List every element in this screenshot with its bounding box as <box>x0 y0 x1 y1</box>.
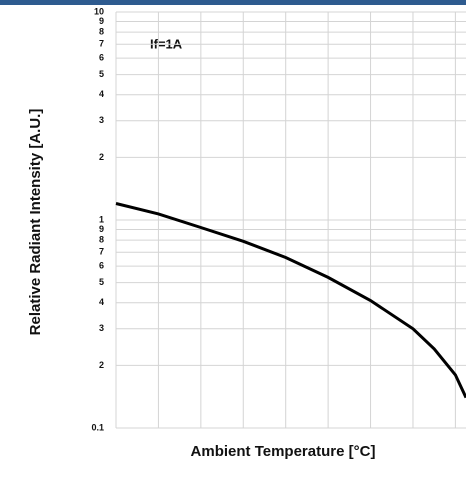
y-tick-label: 7 <box>99 247 104 257</box>
y-tick-label: 0.1 <box>91 422 104 432</box>
plot-area <box>115 11 466 429</box>
y-tick-label: 6 <box>99 261 104 271</box>
y-tick-label: 5 <box>99 69 104 79</box>
y-tick-label: 10 <box>94 6 104 16</box>
y-tick-label: 9 <box>99 224 104 234</box>
y-tick-label: 2 <box>99 152 104 162</box>
y-tick-label: 3 <box>99 115 104 125</box>
y-tick-label: 1 <box>99 214 104 224</box>
y-tick-label: 4 <box>99 297 104 307</box>
data-line <box>115 202 466 399</box>
y-axis-label: Relative Radiant Intensity [A.U.] <box>27 109 44 336</box>
x-axis-label: Ambient Temperature [°C] <box>191 443 376 460</box>
y-tick-label: 6 <box>99 53 104 63</box>
y-tick-label: 2 <box>99 360 104 370</box>
y-tick-label: 3 <box>99 323 104 333</box>
y-tick-label: 7 <box>99 39 104 49</box>
y-tick-label: 5 <box>99 277 104 287</box>
top-bar <box>0 0 466 5</box>
y-tick-label: 4 <box>99 89 104 99</box>
y-tick-label: 8 <box>99 235 104 245</box>
y-tick-label: 9 <box>99 16 104 26</box>
y-tick-label: 8 <box>99 27 104 37</box>
